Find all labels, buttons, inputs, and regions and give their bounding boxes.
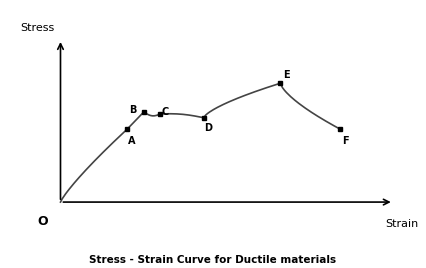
Text: B: B bbox=[129, 105, 136, 115]
Text: Strain: Strain bbox=[385, 218, 418, 229]
Text: E: E bbox=[283, 70, 290, 80]
Text: C: C bbox=[161, 107, 169, 117]
Text: O: O bbox=[37, 215, 48, 228]
Text: Stress: Stress bbox=[20, 23, 54, 33]
Text: A: A bbox=[128, 136, 135, 146]
Text: D: D bbox=[204, 124, 213, 133]
Text: F: F bbox=[342, 136, 348, 146]
Text: Stress - Strain Curve for Ductile materials: Stress - Strain Curve for Ductile materi… bbox=[89, 255, 337, 265]
